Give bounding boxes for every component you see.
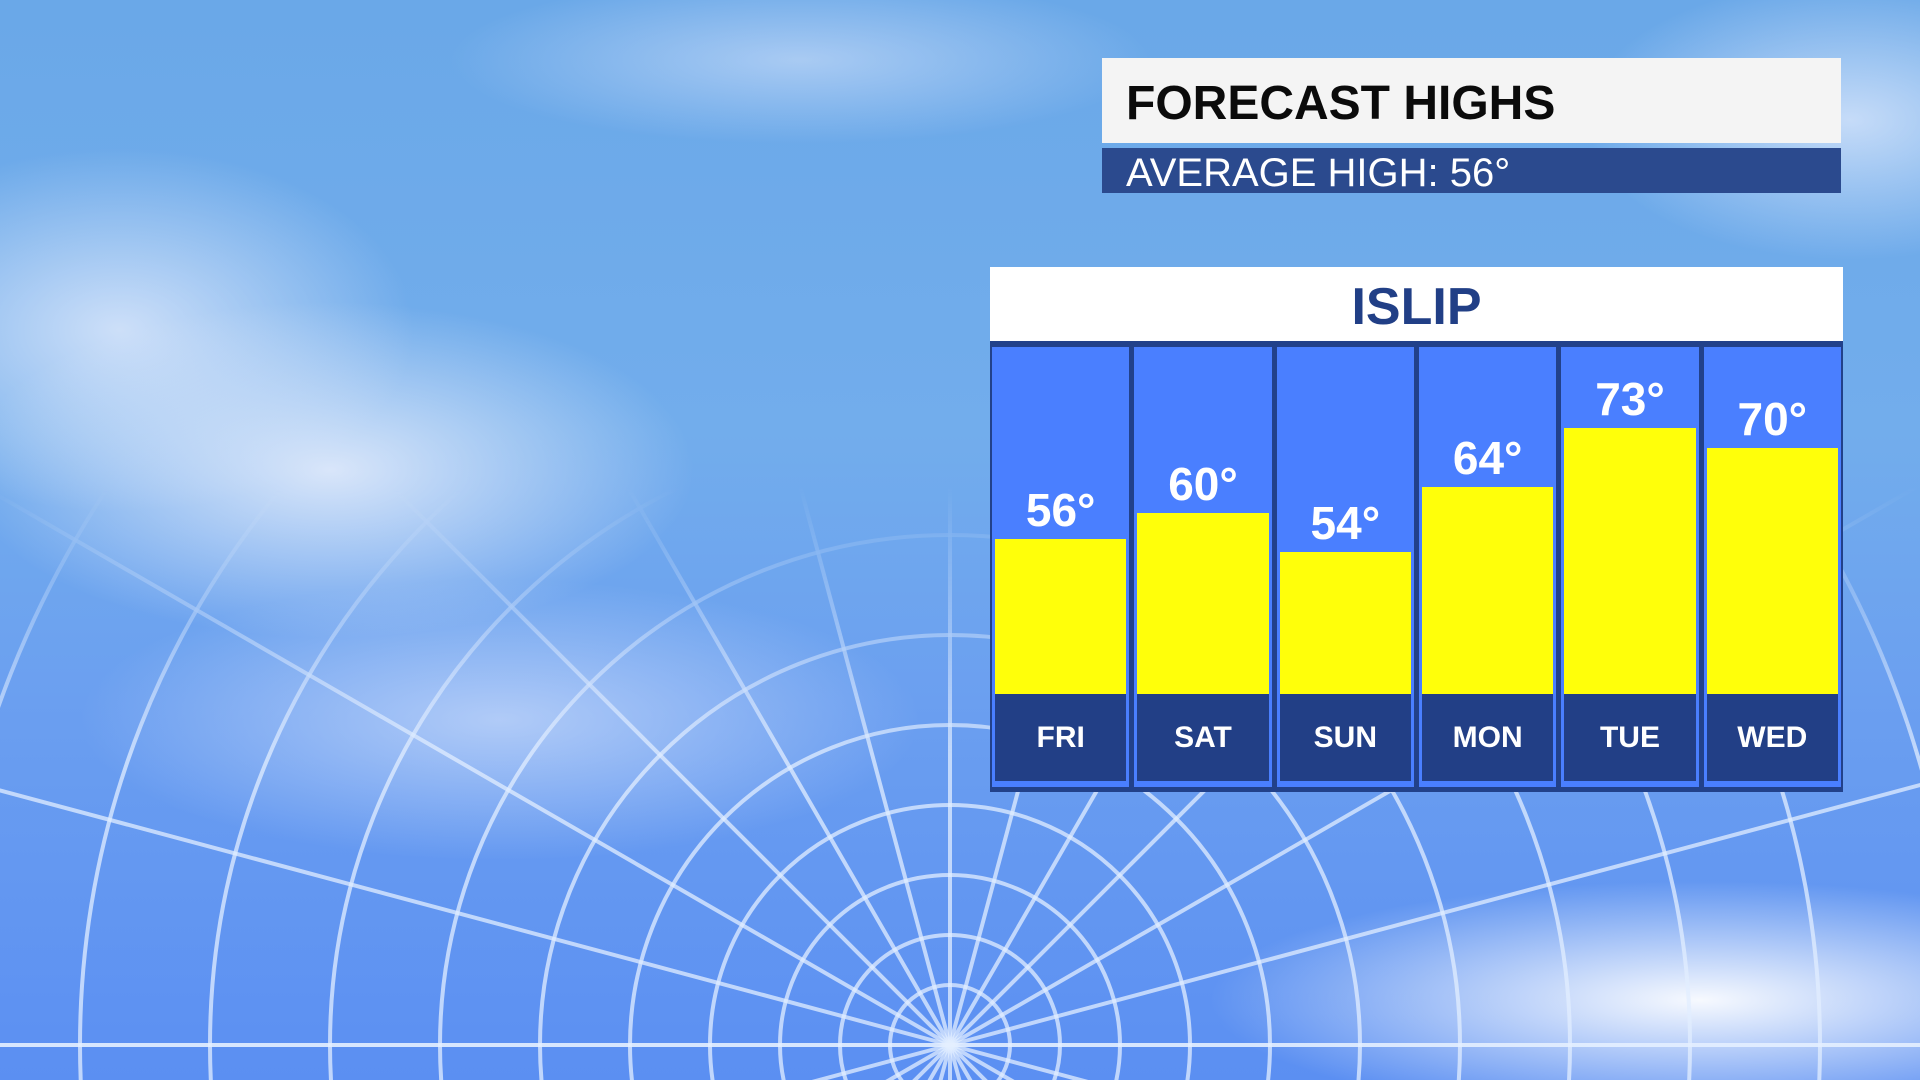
day-column: 64° MON: [1418, 347, 1557, 787]
temp-label: 70°: [1737, 393, 1808, 445]
temp-label: 60°: [1168, 458, 1238, 510]
temp-bar: [1706, 448, 1838, 694]
chart-title: FORECAST HIGHS: [1126, 77, 1556, 130]
panel-header: ISLIP: [990, 267, 1843, 341]
temp-label: 73°: [1595, 373, 1665, 425]
day-label: FRI: [995, 694, 1127, 781]
temp-label: 54°: [1310, 497, 1381, 549]
day-column: 60° SAT: [1134, 347, 1272, 787]
temp-bar: [1564, 428, 1696, 694]
temp-label: 56°: [1025, 484, 1096, 536]
day-column: 70° WED: [1703, 347, 1841, 787]
temp-bar: [1279, 552, 1411, 694]
temp-bar: [1421, 487, 1554, 694]
day-column: 56° FRI: [992, 347, 1130, 787]
day-column: 54° SUN: [1276, 347, 1414, 787]
day-label: MON: [1421, 694, 1554, 781]
bar-columns: 56° FRI 60° SAT 54° SUN 64° MON 73° TUE …: [992, 347, 1841, 787]
day-label: WED: [1706, 694, 1838, 781]
temp-bar: [995, 539, 1127, 694]
title-box: FORECAST HIGHS: [1102, 58, 1841, 143]
day-label: SUN: [1279, 694, 1411, 781]
day-label: TUE: [1564, 694, 1696, 781]
location-title: ISLIP: [1351, 278, 1482, 336]
forecast-panel: ISLIP 56° FRI 60° SAT 54° SUN 64° MON 73…: [990, 267, 1843, 792]
subtitle-band: AVERAGE HIGH: 56°: [1102, 148, 1841, 195]
temp-label: 64°: [1452, 432, 1523, 484]
temp-bar: [1137, 513, 1269, 694]
day-label: SAT: [1137, 694, 1269, 781]
average-high-label: AVERAGE HIGH: 56°: [1126, 151, 1511, 195]
day-column: 73° TUE: [1561, 347, 1699, 787]
